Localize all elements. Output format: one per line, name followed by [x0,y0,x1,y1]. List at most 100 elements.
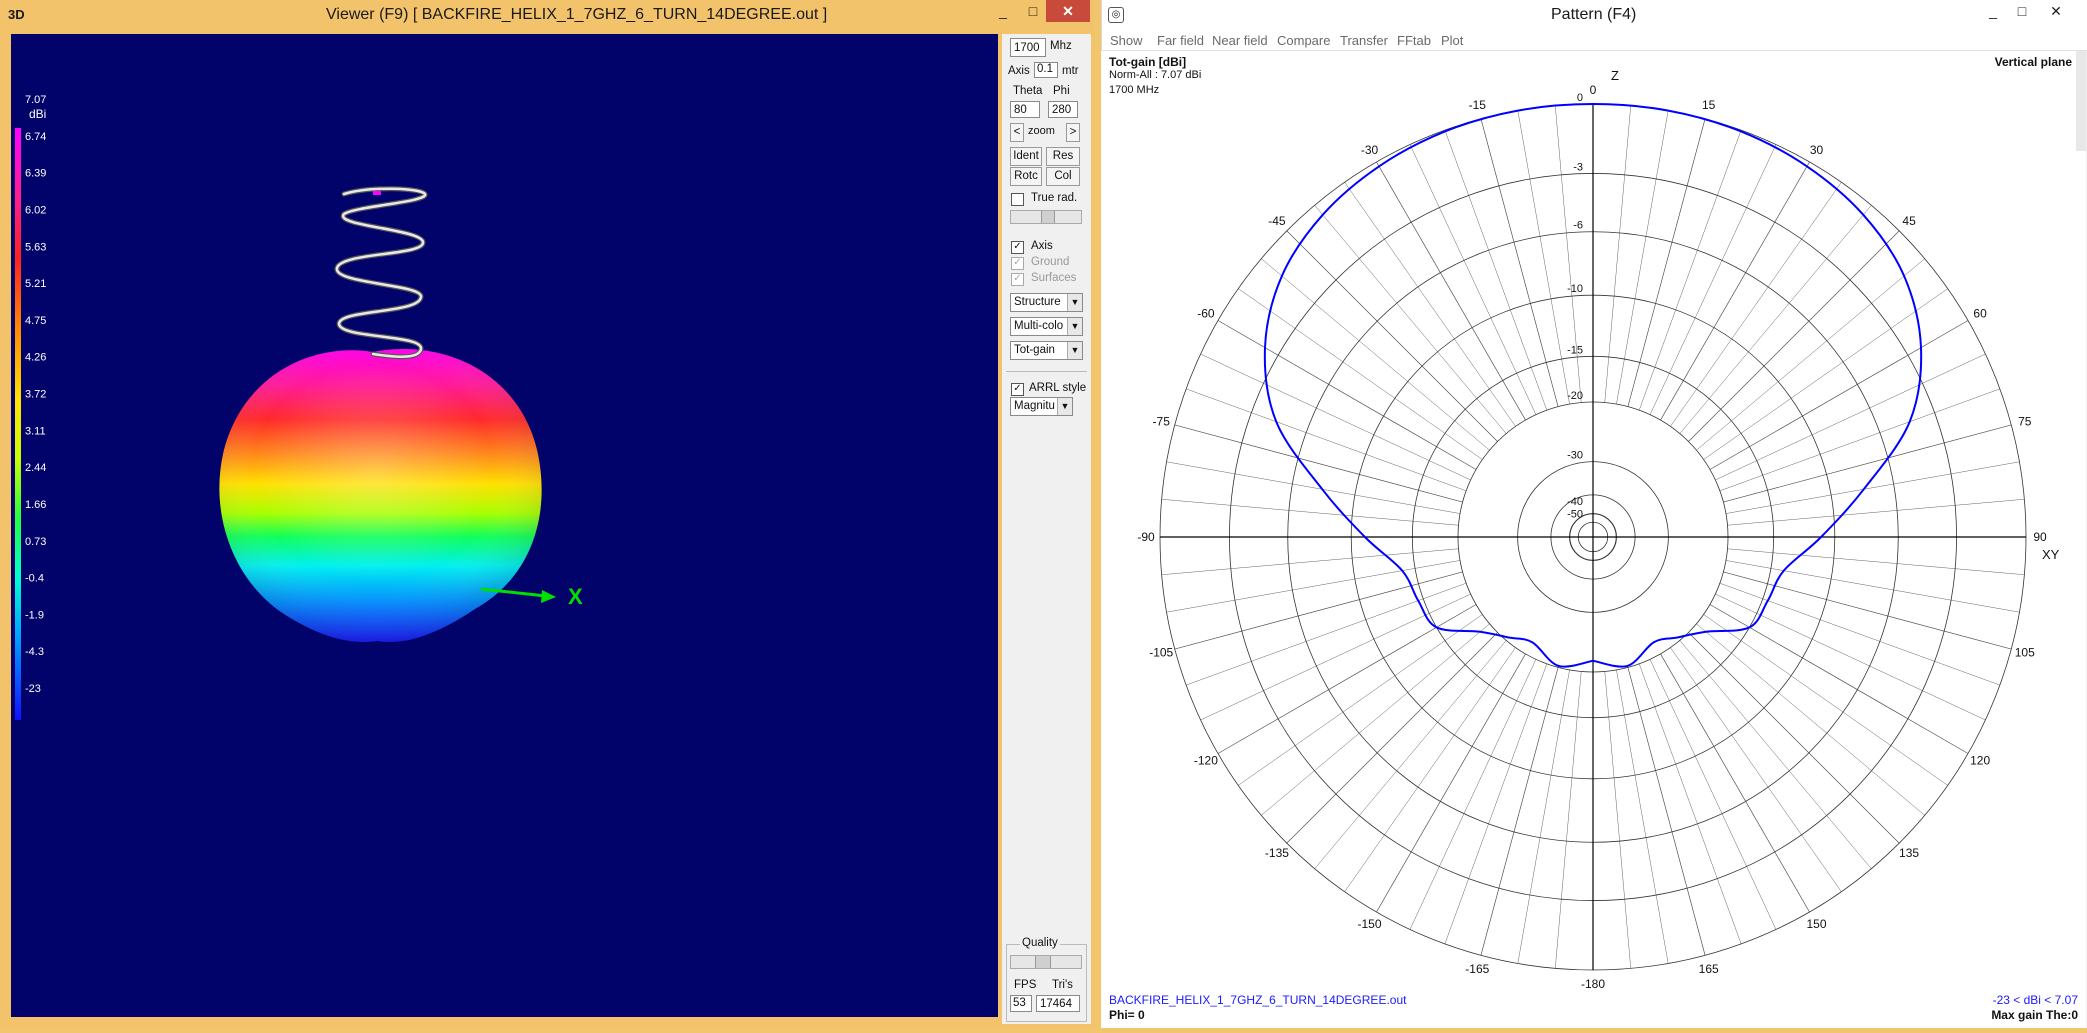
polar-spoke [1517,669,1570,964]
phi-label: Phi [1053,85,1070,97]
radial-tick-label: 0 [1577,92,1583,104]
polar-spoke [1444,130,1548,411]
pattern-maximize-button[interactable]: □ [2017,3,2027,19]
polar-spoke [1217,604,1477,754]
legend-tick-label: 5.63 [25,241,46,253]
polar-spoke [1696,623,1925,816]
quality-slider-thumb[interactable] [1035,956,1051,968]
plot-heading: Tot-gain [dBi] [1109,55,1187,69]
polar-spoke [1727,548,2025,575]
angle-tick-label: -165 [1465,962,1489,976]
viewer-minimize-button[interactable]: _ [999,3,1007,19]
ground-checkbox-label: Ground [1031,256,1070,268]
angle-tick-label: -60 [1197,307,1215,321]
legend-tick-label: 3.72 [25,389,46,401]
col-button[interactable]: Col [1046,167,1080,186]
theta-input[interactable]: 80 [1010,101,1040,118]
res-button[interactable]: Res [1046,147,1080,166]
structure-dropdown[interactable]: Structure ▼ [1010,293,1083,312]
plot-scrollbar[interactable] [2076,51,2086,151]
polar-spoke [1174,424,1463,503]
angle-tick-label: 165 [1699,962,1719,976]
z-axis-label: Z [1611,68,1619,83]
legend-ticks: 7.07 6.74 6.39 6.02 5.63 5.21 4.75 4.26 3.72 3.11… [25,94,46,695]
viewer-maximize-button[interactable]: □ [1028,3,1038,19]
polar-spoke [1186,582,1467,686]
pattern-title: Pattern (F4) [1551,6,1637,23]
radial-labels: 0 -3 -6 -10 -15 -20 -30 -40-50 [1567,92,1583,520]
polar-spoke [1688,230,1900,442]
polar-plot-area[interactable]: 0 15 30 45 60 75 90 105 120 135 150 165 -180 -165 -150… [1101,51,2086,1028]
pattern-titlebar[interactable]: ◎ Pattern (F4) _ □ ✕ [1102,0,2087,30]
structure-dropdown-value: Structure [1014,296,1061,308]
angle-tick-label: -15 [1469,98,1487,112]
polar-spoke [1200,353,1471,481]
fps-label: FPS [1014,979,1037,991]
menu-fftab[interactable]: FFtab [1397,33,1431,48]
gain-type-dropdown[interactable]: Tot-gain ▼ [1010,341,1083,360]
phi-input[interactable]: 280 [1048,101,1078,118]
angle-tick-label: -150 [1357,917,1381,931]
menu-far-field[interactable]: Far field [1157,33,1204,48]
axis-checkbox[interactable]: ✓ [1011,241,1024,254]
legend-tick-label: 1.66 [25,499,46,511]
color-mode-dropdown[interactable]: Multi-colo ▼ [1010,317,1083,336]
polar-spoke [1376,653,1526,913]
polar-spoke [1444,663,1548,944]
polar-spoke [1679,640,1872,869]
polar-spoke [1344,647,1516,892]
polar-spoke [1715,353,1986,481]
menu-plot[interactable]: Plot [1441,33,1464,48]
rotc-button[interactable]: Rotc [1010,167,1042,186]
polar-spoke [1314,640,1507,869]
viewer-3d-scene[interactable]: dBi 7.07 6.74 6.39 6.02 5.63 5.21 4.75 4.26 3.72… [11,34,998,1017]
polar-spoke [1555,671,1582,969]
menu-compare[interactable]: Compare [1277,33,1331,48]
angle-tick-label: 75 [2018,414,2032,428]
pattern-close-button[interactable]: ✕ [2050,3,2062,19]
legend-tick-label: -4.3 [25,646,44,658]
display-type-dropdown[interactable]: Magnitu ▼ [1010,397,1073,416]
angle-tick-label: 0 [1590,83,1597,97]
arrl-style-checkbox[interactable]: ✓ [1011,383,1024,396]
surfaces-checkbox: ✓ [1011,273,1024,286]
tris-label: Tri's [1052,979,1073,991]
radial-tick-label: -15 [1567,344,1583,356]
radial-tick-label: -3 [1573,161,1583,173]
legend-tick-label: 6.39 [25,168,46,180]
app-icon[interactable]: ◎ [1108,7,1124,23]
pattern-minimize-button[interactable]: _ [1989,3,1997,19]
chevron-down-icon: ▼ [1067,318,1082,335]
zoom-in-button[interactable]: > [1066,123,1080,142]
angle-tick-label: 150 [1806,917,1826,931]
menu-transfer[interactable]: Transfer [1340,33,1388,48]
axis-checkbox-label: Axis [1031,240,1053,252]
quality-slider[interactable] [1010,955,1082,969]
menu-near-field[interactable]: Near field [1212,33,1268,48]
scale-slider[interactable] [1010,210,1082,224]
axis-size-input[interactable]: 0.1 [1034,62,1058,78]
ident-button[interactable]: Ident [1010,147,1042,166]
polar-spoke [1376,161,1526,421]
axis-size-label: Axis [1008,65,1030,77]
menu-show[interactable]: Show [1110,33,1143,48]
true-rad-checkbox[interactable] [1011,193,1024,206]
polar-spoke [1719,388,2000,492]
chevron-down-icon: ▼ [1057,398,1072,415]
radial-tick-label: -6 [1573,220,1583,232]
polar-spoke [1660,161,1810,421]
surfaces-checkbox-label: Surfaces [1031,272,1077,284]
frequency-input[interactable]: 1700 [1010,38,1046,57]
divider [1006,371,1087,372]
polar-spoke [1670,647,1842,892]
viewer-titlebar[interactable]: 3D Viewer (F9) [ BACKFIRE_HELIX_1_7GHZ_6… [0,0,1095,30]
polar-spoke [1314,205,1507,434]
gain-range-text: -23 < dBi < 7.07 [1992,993,2078,1007]
scale-slider-thumb[interactable] [1041,211,1055,223]
polar-spoke [1725,461,2020,514]
polar-spoke [1261,258,1490,451]
zoom-out-button[interactable]: < [1010,123,1024,142]
viewer-close-button[interactable]: ✕ [1046,0,1090,22]
fps-value: 53 [1010,995,1032,1012]
polar-spoke [1719,582,2000,686]
